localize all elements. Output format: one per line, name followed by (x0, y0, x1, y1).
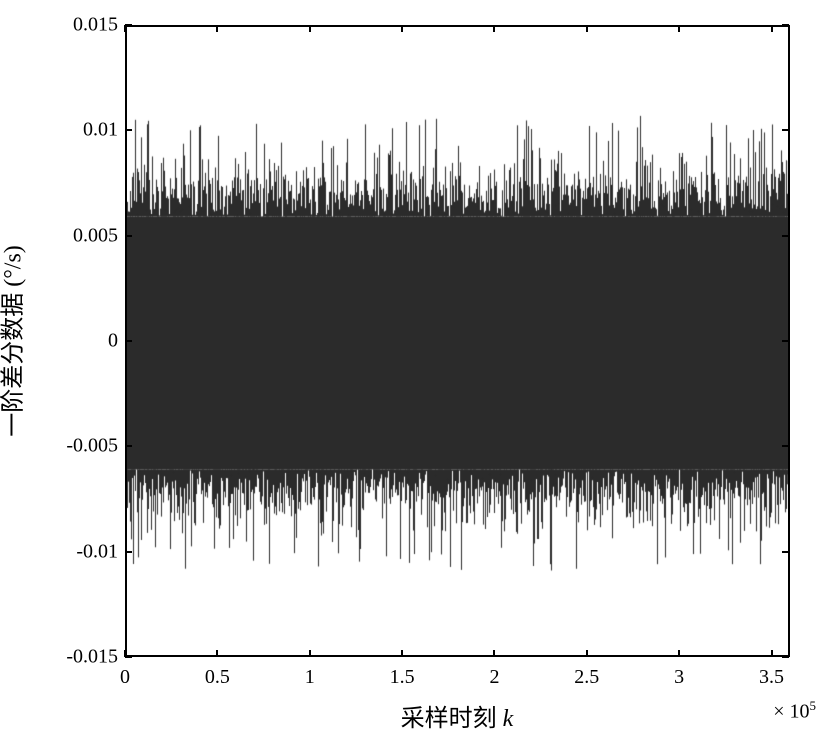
y-tick-mark-right (782, 551, 789, 553)
y-tick-label: 0.005 (38, 224, 118, 247)
x-axis-label-text: 采样时刻 (401, 706, 503, 732)
x-tick-label: 0.5 (205, 666, 230, 689)
y-tick-mark-right (782, 656, 789, 658)
x-tick-mark-top (124, 25, 126, 32)
plot-area (125, 25, 790, 657)
x-tick-label: 1.5 (390, 666, 415, 689)
x-tick-mark-top (771, 25, 773, 32)
chart-container: -0.015 -0.01 -0.005 0 0.005 0.01 0.015 0 0.5 1 1.… (0, 0, 824, 752)
y-axis-label: 一阶差分数据 (°/s) (0, 245, 28, 437)
y-tick-label: 0.015 (38, 14, 118, 37)
x-tick-mark-top (493, 25, 495, 32)
x-tick-mark (401, 650, 403, 657)
x-axis-label: 采样时刻 k (401, 698, 514, 733)
y-tick-mark (125, 445, 132, 447)
x-tick-mark-top (216, 25, 218, 32)
y-tick-mark (125, 235, 132, 237)
x-axis-label-k: k (503, 706, 514, 732)
x-tick-mark-top (309, 25, 311, 32)
y-tick-label: -0.005 (38, 435, 118, 458)
y-tick-mark (125, 129, 132, 131)
x-tick-mark (124, 650, 126, 657)
x-tick-label: 2.5 (574, 666, 599, 689)
noise-signal (127, 27, 790, 657)
x-tick-label: 1 (305, 666, 315, 689)
x-tick-mark-top (678, 25, 680, 32)
y-tick-mark-right (782, 235, 789, 237)
y-tick-mark-right (782, 445, 789, 447)
x-tick-mark (493, 650, 495, 657)
y-tick-label: -0.015 (38, 646, 118, 669)
x-tick-label: 0 (120, 666, 130, 689)
x-tick-label: 3.5 (759, 666, 784, 689)
y-tick-mark (125, 551, 132, 553)
y-tick-mark (125, 656, 132, 658)
y-tick-label: 0 (38, 330, 118, 353)
y-tick-mark (125, 340, 132, 342)
x-axis-exponent: × 105 (773, 698, 816, 724)
x-tick-mark (678, 650, 680, 657)
x-tick-mark (216, 650, 218, 657)
y-tick-label: -0.01 (38, 540, 118, 563)
x-tick-mark-top (401, 25, 403, 32)
y-tick-label: 0.01 (38, 119, 118, 142)
y-tick-mark-right (782, 340, 789, 342)
y-tick-mark-right (782, 129, 789, 131)
x-tick-mark (586, 650, 588, 657)
x-tick-mark (309, 650, 311, 657)
y-tick-mark-right (782, 24, 789, 26)
x-tick-label: 2 (489, 666, 499, 689)
x-tick-mark (771, 650, 773, 657)
y-tick-mark (125, 24, 132, 26)
x-tick-mark-top (586, 25, 588, 32)
x-tick-label: 3 (674, 666, 684, 689)
